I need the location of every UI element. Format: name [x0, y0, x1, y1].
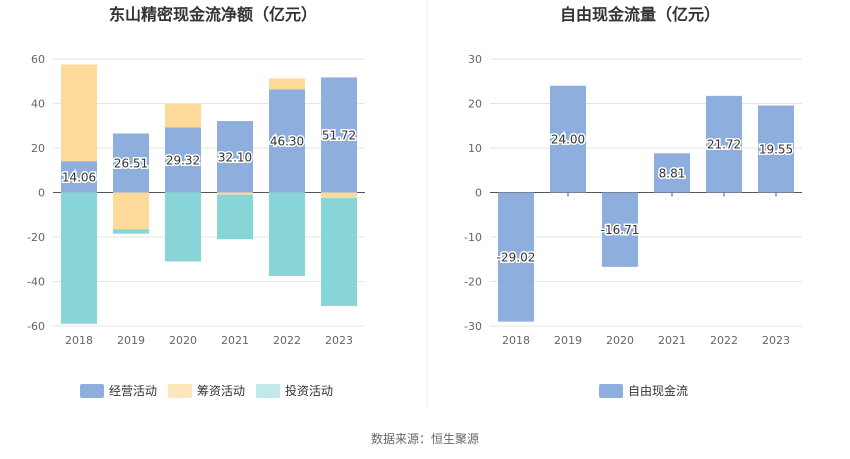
fcf-xtick-label: 2019: [554, 334, 582, 347]
operating-value-label: 51.72: [322, 128, 356, 142]
chart-title-free-cash-flow: 自由现金流量（亿元）: [560, 5, 720, 24]
fcf-ytick-label: -10: [464, 231, 482, 244]
cash-flow-legend: 经营活动 筹资活动 投资活动: [80, 383, 333, 398]
legend-swatch-investing[interactable]: [256, 384, 280, 398]
cash-ytick-label: 20: [31, 142, 45, 155]
cash-xtick-label: 2022: [273, 334, 301, 347]
fcf-ytick-label: 10: [468, 142, 482, 155]
cash-xtick-label: 2020: [169, 334, 197, 347]
fcf-xtick-label: 2018: [502, 334, 530, 347]
free-cash-flow-value-label: 24.00: [551, 133, 585, 147]
legend-swatch-free-cash-flow[interactable]: [599, 384, 623, 398]
legend-label-free-cash-flow[interactable]: 自由现金流: [628, 383, 688, 398]
operating-value-label: 26.51: [114, 157, 148, 171]
cash-xtick-label: 2019: [117, 334, 145, 347]
investing-bar: [165, 192, 201, 262]
fcf-ytick-label: -30: [464, 320, 482, 333]
legend-label-investing[interactable]: 投资活动: [285, 383, 333, 398]
investing-bar: [321, 198, 357, 306]
free-cash-flow-value-label: -16.71: [601, 223, 640, 237]
free-cash-flow-bar: [654, 153, 690, 193]
financing-bar: [61, 64, 97, 162]
operating-value-label: 32.10: [218, 150, 252, 164]
fcf-xtick-label: 2022: [710, 334, 738, 347]
cash-ytick-label: 0: [38, 187, 45, 200]
free-cash-flow-bar: [758, 105, 794, 193]
legend-swatch-operating[interactable]: [80, 384, 104, 398]
free-cash-flow-value-label: 19.55: [759, 143, 793, 157]
free-cash-flow-bar: [602, 192, 638, 267]
legend-label-financing[interactable]: 筹资活动: [197, 384, 245, 398]
operating-bar: [61, 161, 97, 193]
fcf-ytick-label: 0: [475, 187, 482, 200]
free-cash-flow-bar: [498, 192, 534, 322]
free-cash-flow-value-label: 21.72: [707, 138, 741, 152]
financing-bar: [113, 192, 149, 230]
financing-bar: [217, 192, 253, 195]
operating-bar: [269, 89, 305, 193]
free-cash-flow-bar: [706, 95, 742, 193]
chart-title-cash-flow: 东山精密现金流净额（亿元）: [109, 5, 317, 24]
investing-bar: [217, 194, 253, 240]
operating-value-label: 14.06: [62, 170, 96, 184]
fcf-ytick-label: 30: [468, 53, 482, 66]
cash-ytick-label: 60: [31, 53, 45, 66]
fcf-xtick-label: 2020: [606, 334, 634, 347]
operating-bar: [113, 133, 149, 193]
fcf-ytick-label: 20: [468, 98, 482, 111]
operating-bar: [165, 127, 201, 193]
investing-bar: [269, 192, 305, 276]
operating-value-label: 29.32: [166, 153, 200, 167]
cash-ytick-label: 40: [31, 98, 45, 111]
free-cash-flow-chart: -30 -20 -10 0 10 20 30 2018 2019 2020 2021 2022 2023…: [464, 53, 802, 347]
cash-xtick-label: 2021: [221, 334, 249, 347]
cash-xtick-label: 2023: [325, 334, 353, 347]
free-cash-flow-value-label: 8.81: [659, 166, 686, 180]
cash-flow-chart: -60 -40 -20 0 20 40 60 2018 2019 2020 2021 2022 2023…: [27, 53, 365, 347]
operating-bar: [217, 121, 253, 193]
cash-ytick-label: -60: [27, 320, 45, 333]
legend-swatch-financing[interactable]: [168, 384, 192, 398]
fcf-ytick-label: -20: [464, 276, 482, 289]
free-cash-flow-value-label: -29.02: [497, 251, 536, 265]
operating-bar: [321, 77, 357, 193]
free-cash-flow-legend: 自由现金流: [599, 383, 688, 398]
cash-xtick-label: 2018: [65, 334, 93, 347]
financing-bar: [269, 78, 305, 90]
cash-ytick-label: -40: [27, 276, 45, 289]
legend-label-operating[interactable]: 经营活动: [109, 384, 157, 398]
investing-bar: [61, 192, 97, 324]
fcf-xtick-label: 2021: [658, 334, 686, 347]
cash-ytick-label: -20: [27, 231, 45, 244]
financing-bar: [321, 192, 357, 199]
fcf-xtick-label: 2023: [762, 334, 790, 347]
operating-value-label: 46.30: [270, 134, 304, 148]
data-source: 数据来源：恒生聚源: [371, 431, 479, 446]
investing-bar: [113, 229, 149, 234]
financing-bar: [165, 103, 201, 128]
free-cash-flow-bar: [550, 85, 586, 193]
